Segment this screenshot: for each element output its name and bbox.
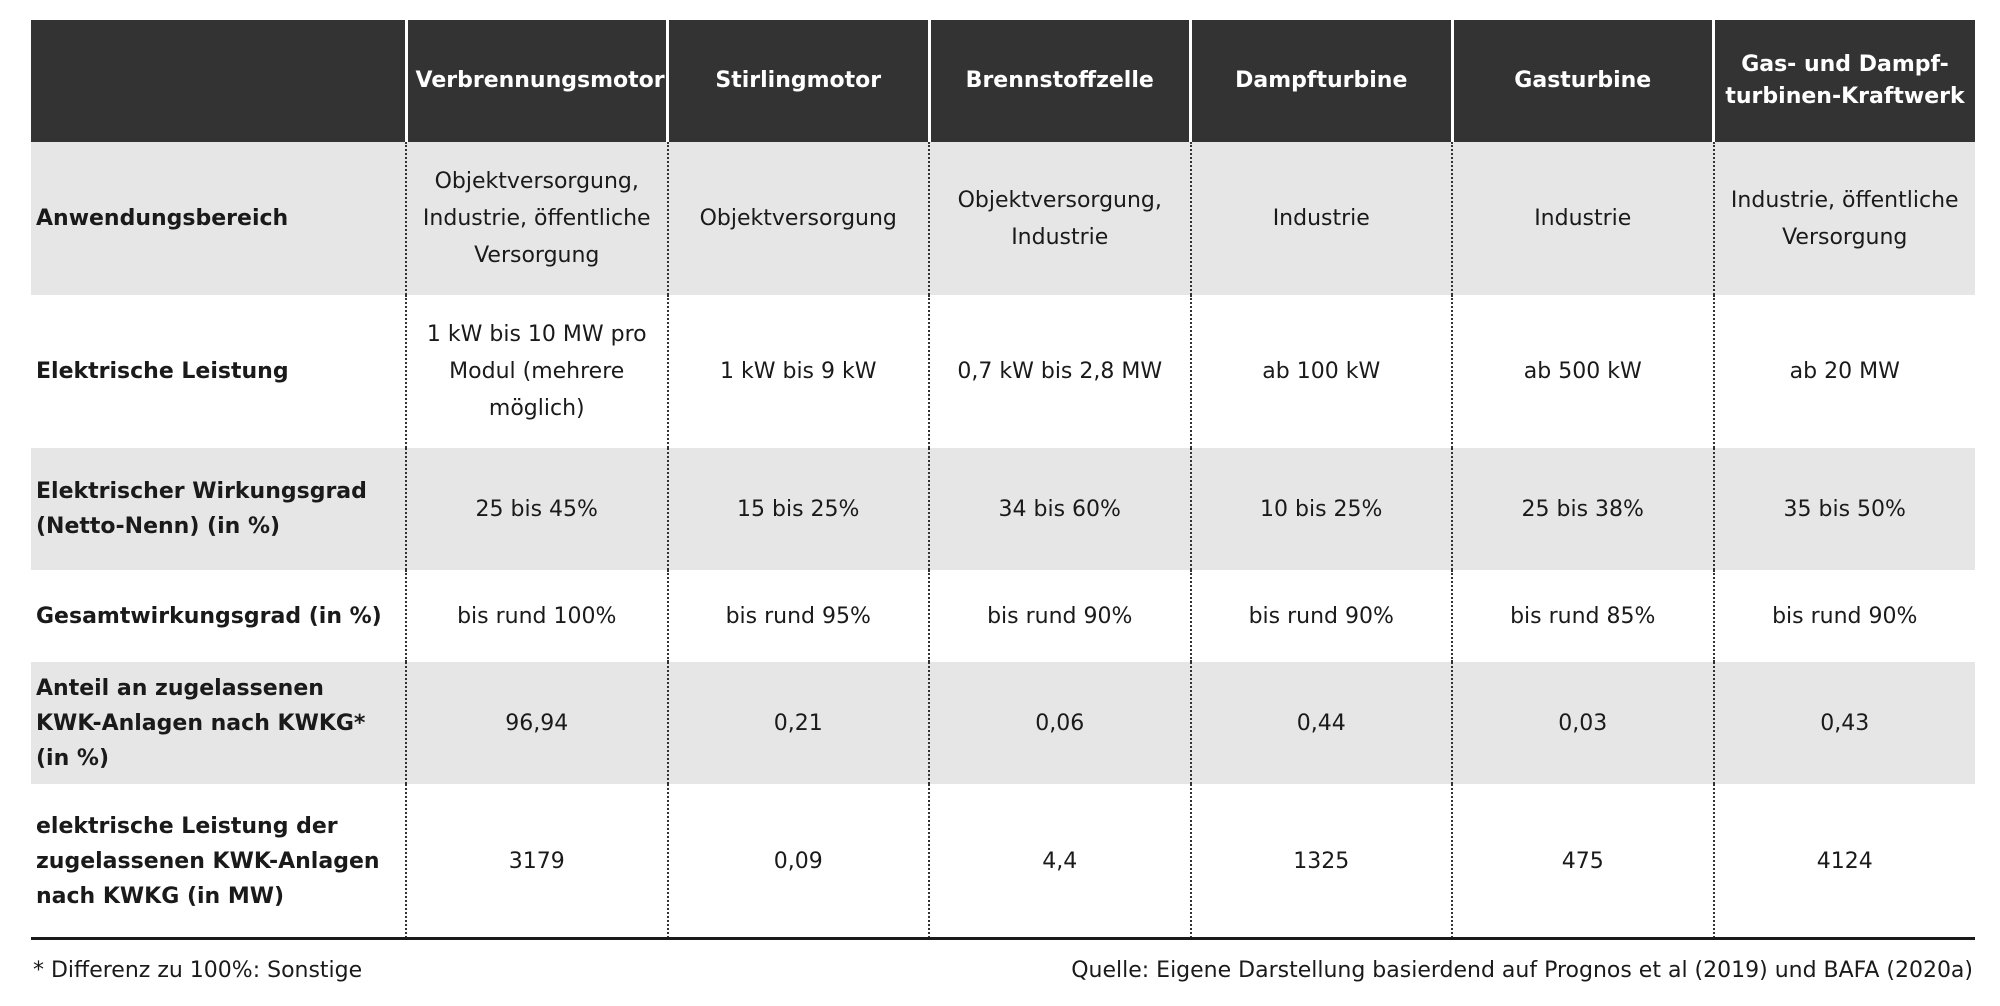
table-cell: 25 bis 45% (405, 448, 668, 570)
table-row-anteil-kwk-anlagen: Anteil an zugelassenen KWK-Anlagen nach … (31, 662, 1975, 784)
footnote: * Differenz zu 100%: Sonstige (33, 958, 363, 983)
table-cell: 0,43 (1712, 662, 1975, 784)
table-cell: 15 bis 25% (666, 448, 929, 570)
table-cell: Objektversorgung, Industrie (928, 142, 1191, 295)
table-bottom-rule (31, 937, 1975, 940)
row-label: Anteil an zugelassenen KWK-Anlagen nach … (31, 662, 406, 784)
row-label: elektrische Leistung der zugelassenen KW… (31, 784, 406, 938)
table-header-row: Verbrennungsmotor Stirlingmotor Brennsto… (31, 20, 1975, 142)
header-verbrennungsmotor: Verbrennungsmotor (404, 20, 668, 142)
table-row-elektrischer-wirkungsgrad: Elektrischer Wirkungsgrad (Netto-Nenn) (… (31, 448, 1975, 570)
table-row-anwendungsbereich: Anwendungsbereich Objektversorgung, Indu… (31, 142, 1975, 295)
table-row-elektrische-leistung: Elektrische Leistung 1 kW bis 10 MW pro … (31, 295, 1975, 448)
table-cell: Industrie, öffentliche Versorgung (1712, 142, 1975, 295)
table-cell: 0,09 (666, 784, 929, 938)
header-gasturbine: Gasturbine (1450, 20, 1714, 142)
table-cell: 4,4 (928, 784, 1191, 938)
table-cell: 0,03 (1451, 662, 1714, 784)
header-stirlingmotor: Stirlingmotor (666, 20, 929, 142)
table-cell: Industrie (1189, 142, 1452, 295)
header-brennstoffzelle: Brennstoffzelle (927, 20, 1191, 142)
row-label: Gesamtwirkungsgrad (in %) (31, 570, 406, 662)
table-cell: ab 20 MW (1712, 295, 1975, 448)
table-cell: Objektversorgung, Industrie, öffentliche… (405, 142, 668, 295)
table-cell: Industrie (1451, 142, 1714, 295)
table-cell: 34 bis 60% (928, 448, 1191, 570)
source-note: Quelle: Eigene Darstellung basierdend au… (1071, 958, 1973, 983)
table-cell: 1 kW bis 9 kW (666, 295, 929, 448)
row-label: Anwendungsbereich (31, 142, 406, 295)
table-cell: 0,7 kW bis 2,8 MW (928, 295, 1191, 448)
table-cell: Objektversorgung (666, 142, 929, 295)
table-cell: 475 (1451, 784, 1714, 938)
table-cell: bis rund 90% (928, 570, 1191, 662)
table-cell: 25 bis 38% (1451, 448, 1714, 570)
table-cell: bis rund 90% (1189, 570, 1452, 662)
row-label: Elektrischer Wirkungsgrad (Netto-Nenn) (… (31, 448, 406, 570)
table-cell: 3179 (405, 784, 668, 938)
table-cell: bis rund 100% (405, 570, 668, 662)
table-row-elektrische-leistung-kwk: elektrische Leistung der zugelassenen KW… (31, 784, 1975, 938)
table-cell: ab 500 kW (1451, 295, 1714, 448)
header-cell-empty (31, 20, 406, 142)
table-cell: bis rund 85% (1451, 570, 1714, 662)
table-cell: 96,94 (405, 662, 668, 784)
table-cell: 10 bis 25% (1189, 448, 1452, 570)
row-label: Elektrische Leistung (31, 295, 406, 448)
table-cell: bis rund 90% (1712, 570, 1975, 662)
table-cell: 4124 (1712, 784, 1975, 938)
header-gud-kraftwerk: Gas- und Dampf-turbinen-Kraftwerk (1712, 20, 1975, 142)
table-cell: 0,06 (928, 662, 1191, 784)
table-cell: 0,44 (1189, 662, 1452, 784)
header-dampfturbine: Dampfturbine (1189, 20, 1452, 142)
table-cell: ab 100 kW (1189, 295, 1452, 448)
table-cell: 1325 (1189, 784, 1452, 938)
table-row-gesamtwirkungsgrad: Gesamtwirkungsgrad (in %) bis rund 100% … (31, 570, 1975, 662)
table-cell: 1 kW bis 10 MW pro Modul (mehrere möglic… (405, 295, 668, 448)
table-cell: bis rund 95% (666, 570, 929, 662)
table-cell: 35 bis 50% (1712, 448, 1975, 570)
table-cell: 0,21 (666, 662, 929, 784)
kwk-technology-table: Verbrennungsmotor Stirlingmotor Brennsto… (31, 20, 1975, 938)
